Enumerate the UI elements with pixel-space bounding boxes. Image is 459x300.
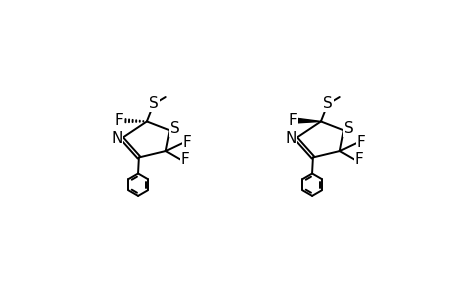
Text: S: S (343, 121, 353, 136)
Text: F: F (114, 113, 123, 128)
Text: S: S (149, 96, 159, 111)
Text: F: F (287, 113, 296, 128)
Text: F: F (182, 135, 191, 150)
Text: F: F (354, 152, 363, 167)
Text: N: N (111, 131, 122, 146)
Polygon shape (297, 118, 320, 123)
Text: S: S (323, 96, 332, 111)
Text: F: F (180, 152, 189, 167)
Text: S: S (169, 121, 179, 136)
Text: F: F (356, 135, 364, 150)
Text: N: N (285, 131, 296, 146)
